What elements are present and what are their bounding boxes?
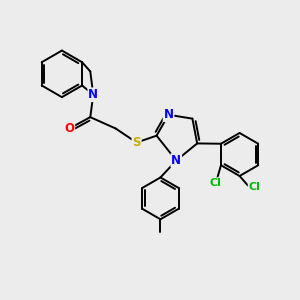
Text: Cl: Cl bbox=[210, 178, 222, 188]
Text: Cl: Cl bbox=[249, 182, 260, 192]
Text: S: S bbox=[132, 136, 141, 149]
Text: N: N bbox=[164, 108, 173, 121]
Text: N: N bbox=[88, 88, 98, 101]
Text: O: O bbox=[64, 122, 74, 135]
Text: N: N bbox=[171, 154, 181, 167]
